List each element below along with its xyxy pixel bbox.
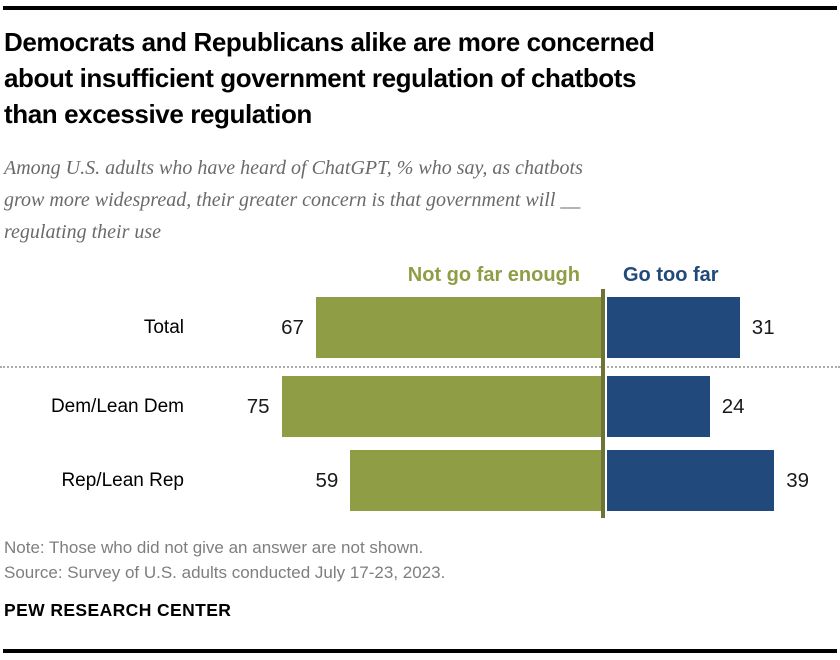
legend-label-go-too-far: Go too far [623, 264, 719, 286]
value-label-go-too-far-rep-lean-rep: 39 [786, 469, 809, 492]
category-label-total: Total [143, 317, 184, 338]
chart-subtitle: Among U.S. adults who have heard of Chat… [4, 152, 804, 248]
zero-axis-divider [601, 289, 605, 518]
title-line: Democrats and Republicans alike are more… [4, 27, 655, 57]
value-label-not-go-far-enough-total: 67 [281, 316, 304, 339]
pew-research-center-wordmark: PEW RESEARCH CENTER [4, 600, 232, 620]
bar-not-go-far-enough-rep-lean-rep [350, 450, 604, 511]
title-line: about insufficient government regulation… [4, 63, 637, 93]
value-label-not-go-far-enough-rep-lean-rep: 59 [315, 469, 339, 492]
subtitle-line: grow more widespread, their greater conc… [4, 189, 581, 211]
bar-not-go-far-enough-dem-lean-dem [281, 376, 604, 437]
value-label-go-too-far-total: 31 [751, 316, 775, 339]
legend-label-not-go-far-enough: Not go far enough [407, 264, 580, 286]
subtitle-line: regulating their use [4, 221, 162, 243]
bottom-rule [3, 649, 837, 653]
subtitle-line: Among U.S. adults who have heard of Chat… [4, 157, 583, 179]
bar-not-go-far-enough-total [315, 297, 604, 358]
value-label-not-go-far-enough-dem-lean-dem: 75 [246, 395, 270, 418]
page-title: Democrats and Republicans alike are more… [4, 24, 836, 132]
category-label-dem-lean-dem: Dem/Lean Dem [50, 396, 184, 417]
bar-go-too-far-rep-lean-rep [606, 450, 775, 511]
total-separator-line [0, 366, 840, 368]
chart-source: Source: Survey of U.S. adults conducted … [4, 563, 446, 582]
bar-go-too-far-dem-lean-dem [606, 376, 710, 437]
top-rule [3, 6, 837, 10]
bar-go-too-far-total [606, 297, 740, 358]
title-line: than excessive regulation [4, 99, 312, 129]
value-label-go-too-far-dem-lean-dem: 24 [721, 395, 745, 418]
category-label-rep-lean-rep: Rep/Lean Rep [61, 470, 184, 491]
chart-note: Note: Those who did not give an answer a… [4, 538, 424, 557]
